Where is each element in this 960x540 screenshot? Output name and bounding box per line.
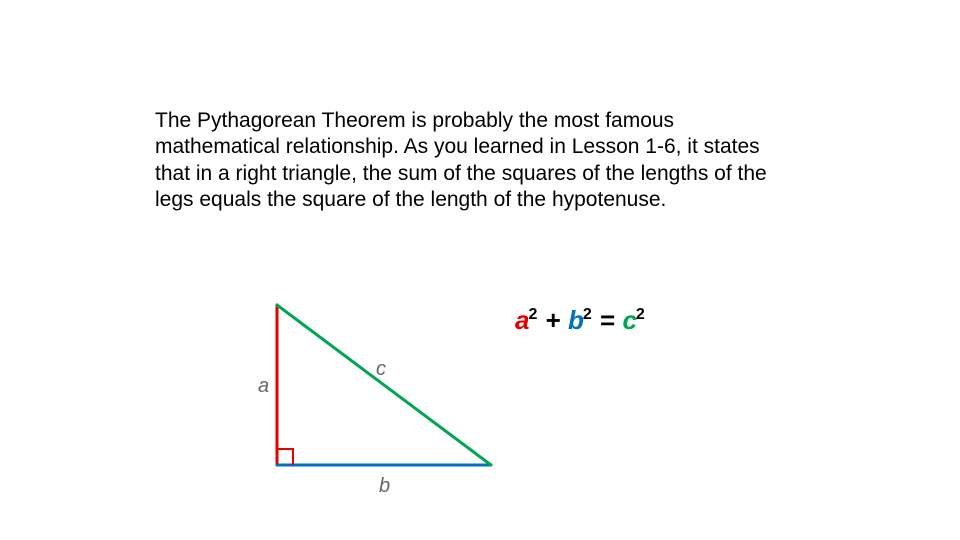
equation-plus: +: [538, 305, 568, 335]
label-a: a: [258, 375, 269, 397]
equation-b: b: [568, 305, 584, 335]
theorem-paragraph: The Pythagorean Theorem is probably the …: [155, 108, 795, 213]
equation-a-exp: 2: [528, 306, 537, 323]
equation-b-exp: 2: [583, 306, 592, 323]
pythagorean-equation: a2 + b2 = c2: [515, 305, 646, 336]
label-b: b: [379, 475, 390, 497]
equation-c-exp: 2: [636, 306, 645, 323]
equation-c: c: [622, 305, 636, 335]
side-c: [277, 305, 491, 465]
right-angle-marker: [277, 449, 293, 465]
label-c: c: [376, 358, 386, 380]
triangle-diagram: a b c: [249, 297, 499, 505]
equation-equals: =: [593, 305, 623, 335]
